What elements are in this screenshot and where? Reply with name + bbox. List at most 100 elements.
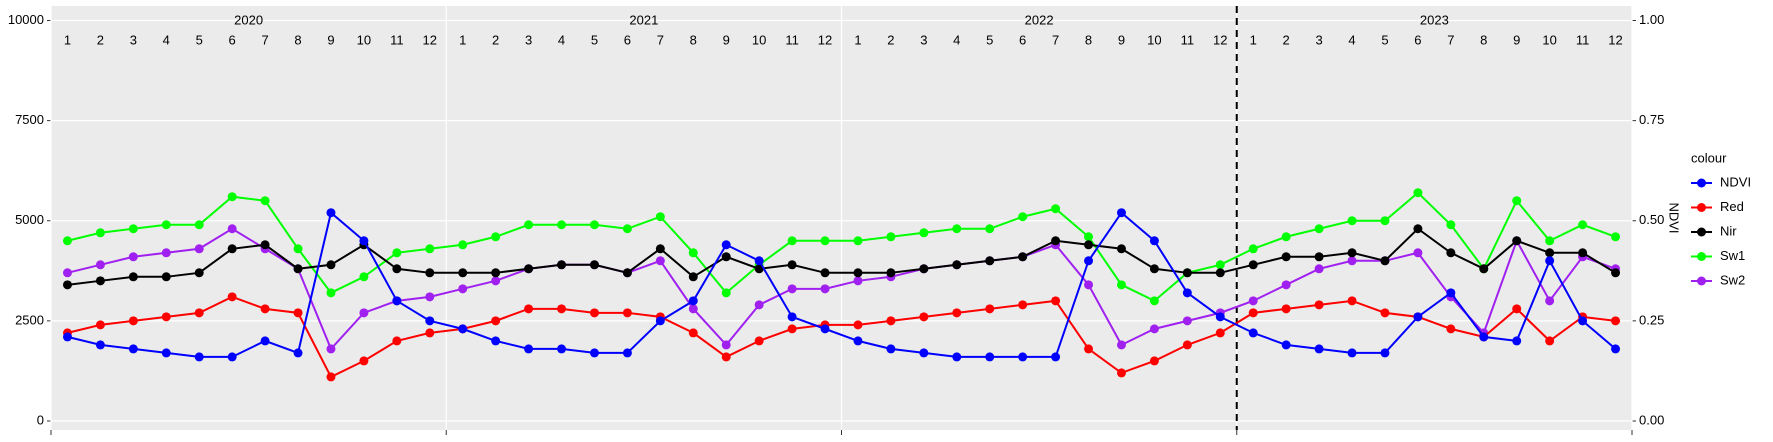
point xyxy=(1149,296,1159,306)
point xyxy=(1413,224,1423,234)
point xyxy=(1018,300,1028,310)
point xyxy=(557,304,567,314)
point xyxy=(952,308,962,318)
month-label: 7 xyxy=(261,32,268,47)
point xyxy=(985,256,995,266)
point xyxy=(260,304,270,314)
y2-axis-title: NDVI xyxy=(1667,202,1682,233)
point xyxy=(853,268,863,278)
point xyxy=(1116,368,1126,378)
point xyxy=(326,372,336,382)
point xyxy=(985,224,995,234)
month-label: 4 xyxy=(163,32,170,47)
month-label: 10 xyxy=(1542,32,1556,47)
point xyxy=(1018,212,1028,222)
month-label: 10 xyxy=(1147,32,1161,47)
point xyxy=(1248,244,1258,254)
month-label: 2 xyxy=(1283,32,1290,47)
point xyxy=(95,228,105,238)
point xyxy=(1512,304,1522,314)
point xyxy=(853,336,863,346)
point xyxy=(655,316,665,326)
point xyxy=(95,276,105,286)
point xyxy=(359,308,369,318)
month-label: 7 xyxy=(1447,32,1454,47)
point xyxy=(1084,256,1094,266)
y2-tick-label: 0.00 xyxy=(1639,412,1664,427)
legend-swatch xyxy=(1697,276,1706,286)
point xyxy=(1314,252,1324,262)
point xyxy=(1215,260,1225,270)
month-label: 10 xyxy=(752,32,766,47)
point xyxy=(95,260,105,270)
point xyxy=(194,220,204,230)
month-label: 8 xyxy=(690,32,697,47)
point xyxy=(919,228,929,238)
y-tick-label: 2500 xyxy=(15,312,44,327)
point xyxy=(1215,328,1225,338)
point xyxy=(458,268,468,278)
point xyxy=(1314,300,1324,310)
point xyxy=(1149,324,1159,334)
legend-swatch xyxy=(1697,203,1706,212)
month-label: 11 xyxy=(1181,32,1195,47)
point xyxy=(886,344,896,354)
point xyxy=(293,244,303,254)
series-line xyxy=(67,210,1617,358)
year-label: 2023 xyxy=(1420,12,1449,27)
point xyxy=(589,220,599,230)
point xyxy=(1149,356,1159,366)
point xyxy=(1084,232,1094,242)
point xyxy=(787,324,797,334)
point xyxy=(524,264,534,274)
point xyxy=(1545,296,1555,306)
point xyxy=(688,304,698,314)
month-label: 11 xyxy=(785,32,799,47)
y2-tick-label: 1.00 xyxy=(1639,12,1664,27)
point xyxy=(820,324,830,334)
point xyxy=(1545,236,1555,246)
month-label: 1 xyxy=(459,32,466,47)
point xyxy=(326,208,336,218)
point xyxy=(293,348,303,358)
point xyxy=(1314,224,1324,234)
point xyxy=(688,248,698,258)
y-tick-label: 10000 xyxy=(8,12,44,27)
y-tick-label: 5000 xyxy=(15,212,44,227)
point xyxy=(589,348,599,358)
point xyxy=(1578,316,1588,326)
legend-swatch xyxy=(1697,178,1706,188)
point xyxy=(1380,256,1390,266)
point xyxy=(1116,280,1126,290)
point xyxy=(227,292,237,302)
point xyxy=(62,280,72,290)
point xyxy=(161,248,171,258)
point xyxy=(1281,280,1291,290)
point xyxy=(622,348,632,358)
point xyxy=(227,192,237,202)
y2-tick-label: 0.75 xyxy=(1639,112,1664,127)
point xyxy=(491,276,501,286)
point xyxy=(62,268,72,278)
month-label: 6 xyxy=(1019,32,1026,47)
point xyxy=(1281,304,1291,314)
month-label: 3 xyxy=(920,32,927,47)
y2-tick-label: 0.25 xyxy=(1639,312,1664,327)
point xyxy=(1479,264,1489,274)
point xyxy=(1182,316,1192,326)
month-label: 2 xyxy=(887,32,894,47)
point xyxy=(359,272,369,282)
point xyxy=(688,296,698,306)
point xyxy=(524,220,534,230)
point xyxy=(1248,296,1258,306)
point xyxy=(1248,260,1258,270)
month-label: 4 xyxy=(1348,32,1355,47)
point xyxy=(1380,216,1390,226)
point xyxy=(1413,248,1423,258)
point xyxy=(557,344,567,354)
point xyxy=(524,344,534,354)
point xyxy=(128,224,138,234)
point xyxy=(853,276,863,286)
month-label: 2 xyxy=(97,32,104,47)
